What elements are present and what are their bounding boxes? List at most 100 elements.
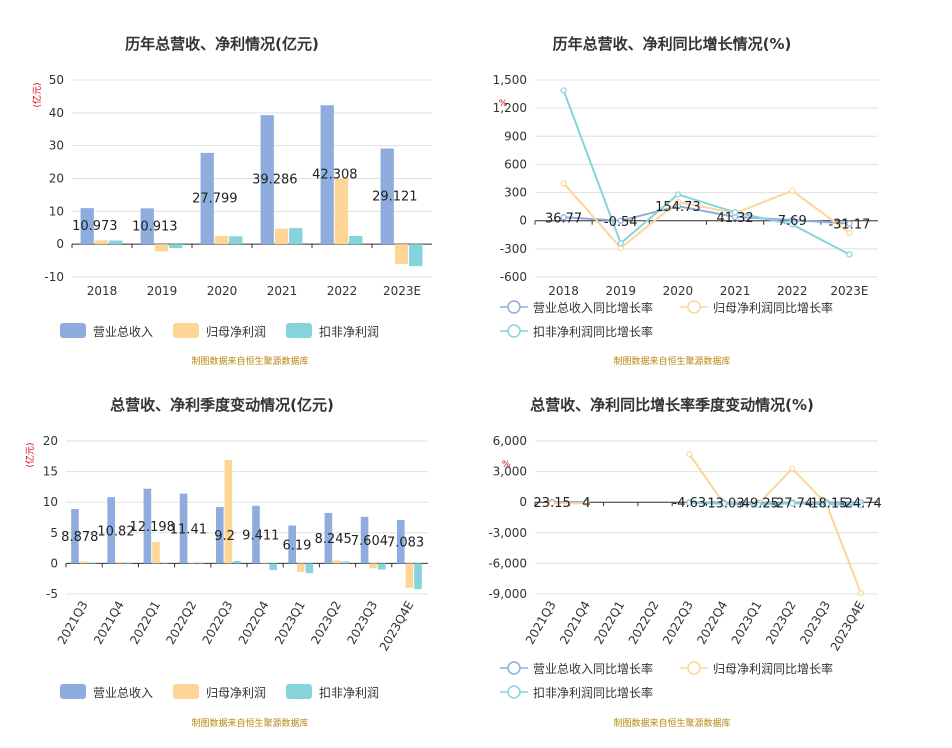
chart4-source-note: 制图数据来自恒生聚源数据库 <box>613 717 730 729</box>
legend-item-netprofit[interactable]: 归母净利润 <box>173 684 266 700</box>
point-revenue <box>560 214 567 221</box>
bar-deducted <box>88 562 97 564</box>
bar-deducted <box>169 244 183 249</box>
legend-label: 归母净利润同比增长率 <box>713 661 833 676</box>
chart3-legend[interactable]: 营业总收入 归母净利润 扣非净利润 <box>60 684 379 700</box>
point-netprofit <box>560 180 567 187</box>
bar-revenue <box>80 208 94 245</box>
data-label: 9.2 <box>214 529 235 544</box>
chart3-x-ticks: 2021Q3 2021Q4 2022Q1 2022Q2 2022Q3 2022Q4 2023… <box>55 563 416 653</box>
chart1-bars <box>80 105 423 267</box>
data-label: 6.19 <box>283 538 312 553</box>
data-label: 36.77 <box>545 211 582 226</box>
bar-revenue <box>252 505 260 564</box>
legend-item-revenue[interactable]: 营业总收入同比增长率 <box>500 661 653 676</box>
legend-swatch <box>60 684 86 699</box>
bar-deducted <box>305 563 314 574</box>
y-tick-label: 40 <box>49 106 64 120</box>
bar-netprofit <box>369 563 378 569</box>
bar-revenue <box>396 520 405 564</box>
legend-item-deducted[interactable]: 扣非净利润 <box>286 323 379 339</box>
y-tick-label: 0 <box>56 237 64 251</box>
chart1-y-ticks: -10 0 10 20 30 40 50 <box>44 73 64 284</box>
x-tick-label: 2022Q1 <box>591 599 627 647</box>
data-label: 8.245 <box>315 532 352 547</box>
legend-item-revenue[interactable]: 营业总收入 <box>60 684 153 700</box>
legend-item-deducted[interactable]: 扣非净利润 <box>286 684 379 700</box>
legend-item-revenue[interactable]: 营业总收入 <box>60 323 153 339</box>
chart1-data-labels: 10.973 10.913 27.799 39.286 42.308 29.121 <box>72 168 418 235</box>
legend-swatch-circle <box>687 661 701 675</box>
bar-netprofit <box>152 541 160 564</box>
point-deducted <box>674 191 682 198</box>
data-label: 4 <box>582 496 590 511</box>
y-tick-label: 6,000 <box>493 434 527 448</box>
chart2-lines <box>560 87 853 258</box>
x-tick-label: 2023Q3 <box>344 599 380 647</box>
data-label: 154.73 <box>655 200 701 215</box>
chart2-y-ticks: -600 -300 0 300 600 900 1,200 1,500 <box>493 73 527 284</box>
y-tick-label: 0 <box>519 495 527 509</box>
data-label: 12.198 <box>129 520 175 535</box>
chart3-y-ticks: -5 0 5 10 15 20 <box>43 434 58 601</box>
legend-label: 扣非净利润 <box>319 325 379 339</box>
x-tick-label: 2022Q3 <box>660 599 696 647</box>
chart1-title: 历年总营收、净利情况(亿元) <box>125 35 319 53</box>
legend-swatch <box>60 323 86 338</box>
bar-deducted <box>409 244 423 267</box>
data-label: -13.03 <box>703 496 745 511</box>
legend-item-deducted[interactable]: 扣非净利润同比增长率 <box>500 324 653 339</box>
x-tick-label: 2021 <box>267 284 298 298</box>
bar-deducted <box>233 560 241 564</box>
data-label: 9.411 <box>242 529 279 544</box>
x-tick-label: 2021Q4 <box>91 599 127 647</box>
chart-annual-growth: 历年总营收、净利同比增长情况(%) % -600 -300 0 300 600 900 1,… <box>493 35 878 367</box>
chart1-legend[interactable]: 营业总收入 归母净利润 扣非净利润 <box>60 323 379 339</box>
bar-netprofit <box>333 560 341 564</box>
chart4-data-labels: 23.15 4 -4.63-13.03-49.25-27.74-18.15-24.7… <box>534 496 882 512</box>
data-label: 8.878 <box>61 530 98 545</box>
bar-revenue <box>260 115 274 245</box>
legend-item-netprofit[interactable]: 归母净利润同比增长率 <box>680 661 833 676</box>
x-tick-label: 2023Q4E <box>828 599 868 654</box>
bar-netprofit <box>394 244 409 264</box>
point-deducted <box>754 501 762 508</box>
legend-item-deducted[interactable]: 扣非净利润同比增长率 <box>500 685 653 700</box>
legend-swatch-circle <box>507 685 521 699</box>
legend-item-revenue[interactable]: 营业总收入同比增长率 <box>500 300 653 315</box>
data-label: 11.41 <box>170 522 207 537</box>
chart4-grid <box>535 440 878 595</box>
legend-swatch <box>286 684 312 699</box>
legend-swatch <box>286 323 312 338</box>
legend-label: 归母净利润 <box>206 686 266 700</box>
bar-revenue <box>143 488 152 564</box>
legend-item-netprofit[interactable]: 归母净利润 <box>173 323 266 339</box>
legend-item-netprofit[interactable]: 归母净利润同比增长率 <box>680 300 833 315</box>
chart3-grid <box>66 440 428 595</box>
bar-revenue <box>71 509 79 564</box>
x-tick-label: 2023Q2 <box>308 599 344 647</box>
legend-label: 归母净利润 <box>206 325 266 339</box>
bar-deducted <box>124 562 133 564</box>
bar-netprofit <box>260 562 269 564</box>
y-tick-label: -5 <box>46 587 58 601</box>
bar-deducted <box>414 563 422 590</box>
point-netprofit <box>789 465 796 472</box>
data-label: 29.121 <box>372 189 418 204</box>
bar-netprofit <box>405 563 414 588</box>
data-label: 42.308 <box>312 168 358 183</box>
bar-deducted <box>341 561 350 564</box>
chart3-source-note: 制图数据来自恒生聚源数据库 <box>191 717 308 729</box>
point-revenue <box>846 220 853 227</box>
data-label: 23.15 <box>534 496 571 511</box>
point-netprofit <box>549 500 556 507</box>
y-tick-label: 5 <box>50 526 58 540</box>
point-deducted <box>720 500 727 507</box>
y-tick-label: 20 <box>43 434 58 448</box>
data-label: 7.083 <box>387 536 424 551</box>
y-tick-label: 900 <box>504 129 527 143</box>
bar-deducted <box>349 235 363 245</box>
